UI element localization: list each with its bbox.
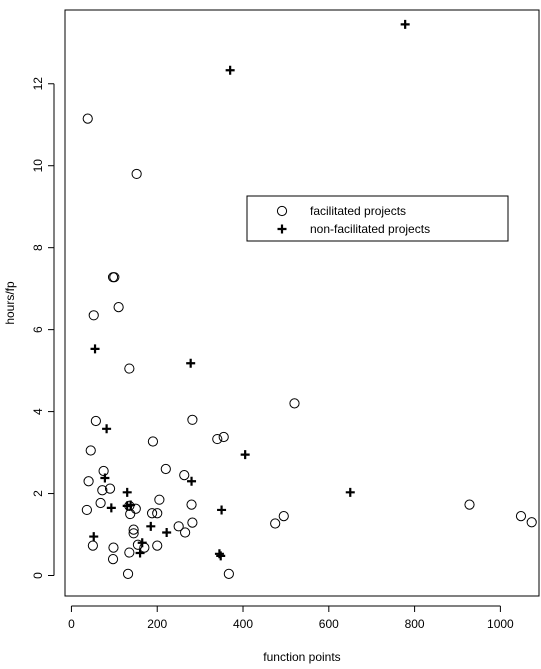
non-facilitated-point xyxy=(100,473,110,483)
non-facilitated-point xyxy=(122,501,132,511)
facilitated-point xyxy=(187,414,198,425)
facilitated-point xyxy=(160,463,171,475)
facilitated-point xyxy=(124,363,135,374)
x-tick-label: 600 xyxy=(319,617,339,631)
non-facilitated-point xyxy=(240,450,250,460)
y-tick-label: 12 xyxy=(31,77,45,91)
facilitated-point xyxy=(107,554,119,565)
legend-label-non-facilitated: non-facilitated projects xyxy=(310,222,430,236)
non-facilitated-point xyxy=(135,548,145,558)
non-facilitated-point xyxy=(162,527,172,537)
facilitated-point xyxy=(147,436,159,447)
x-tick-label: 1000 xyxy=(487,617,514,631)
facilitated-point xyxy=(124,547,135,558)
facilitated-point xyxy=(218,431,229,443)
plot-frame xyxy=(64,9,540,597)
facilitated-point xyxy=(186,499,197,510)
x-tick-label: 200 xyxy=(147,617,167,631)
facilitated-point xyxy=(223,568,234,579)
facilitated-point xyxy=(88,310,99,321)
non-facilitated-point xyxy=(146,521,156,531)
facilitated-point xyxy=(146,508,158,519)
facilitated-point xyxy=(109,272,120,283)
non-facilitated-point xyxy=(214,549,224,559)
x-tick-label: 0 xyxy=(68,617,75,631)
facilitated-point xyxy=(131,168,142,180)
facilitated-point xyxy=(122,568,134,579)
y-tick-label: 2 xyxy=(31,490,45,497)
facilitated-point xyxy=(180,527,191,538)
x-axis: 0 200 400 600 800 1000 xyxy=(68,605,514,631)
non-facilitated-point xyxy=(90,344,100,354)
facilitated-point xyxy=(278,510,289,522)
facilitated-point xyxy=(152,508,163,519)
facilitated-point xyxy=(515,510,527,522)
facilitated-point xyxy=(187,517,198,528)
facilitated-point xyxy=(85,445,96,456)
non-facilitated-point xyxy=(102,424,112,434)
non-facilitated-point xyxy=(122,487,132,497)
legend-box xyxy=(246,195,509,242)
facilitated-point xyxy=(128,528,139,539)
facilitated-point xyxy=(113,301,124,313)
non-facilitated-point xyxy=(186,358,196,368)
non-facilitated-point xyxy=(216,551,226,561)
facilitated-point xyxy=(270,518,281,529)
non-facilitated-point xyxy=(345,487,355,497)
y-axis: 0 2 4 6 8 10 12 xyxy=(31,77,55,579)
y-tick-label: 4 xyxy=(31,408,45,415)
facilitated-point xyxy=(212,433,223,445)
y-tick-label: 6 xyxy=(31,326,45,333)
legend-circle-marker xyxy=(276,205,288,217)
data-points xyxy=(81,19,537,579)
non-facilitated-point xyxy=(89,532,99,542)
x-tick-label: 400 xyxy=(233,617,253,631)
legend-label-facilitated: facilitated projects xyxy=(310,204,406,218)
legend-cross-marker xyxy=(277,224,287,234)
y-tick-label: 8 xyxy=(31,244,45,251)
facilitated-point xyxy=(152,540,163,551)
facilitated-point xyxy=(526,517,537,528)
non-facilitated-point xyxy=(137,538,147,548)
x-axis-label: function points xyxy=(263,650,340,664)
facilitated-point xyxy=(87,540,98,551)
non-facilitated-point xyxy=(217,505,227,515)
non-facilitated-point xyxy=(187,476,197,486)
facilitated-point xyxy=(90,415,101,427)
facilitated-point xyxy=(173,521,184,532)
facilitated-point xyxy=(81,504,92,516)
facilitated-point xyxy=(83,476,94,487)
non-facilitated-point xyxy=(225,65,235,75)
facilitated-point xyxy=(97,485,108,496)
facilitated-point xyxy=(82,113,93,124)
facilitated-point xyxy=(289,398,300,409)
y-axis-label: hours/fp xyxy=(3,281,17,325)
facilitated-point xyxy=(464,499,475,510)
y-tick-label: 0 xyxy=(31,572,45,579)
facilitated-point xyxy=(108,542,119,553)
y-tick-label: 10 xyxy=(31,159,45,173)
facilitated-point xyxy=(98,465,109,477)
facilitated-point xyxy=(104,483,116,494)
non-facilitated-point xyxy=(106,503,116,513)
facilitated-point xyxy=(128,524,139,535)
facilitated-point xyxy=(95,497,106,509)
facilitated-point xyxy=(179,470,190,481)
facilitated-point xyxy=(154,494,165,505)
non-facilitated-point xyxy=(400,19,410,29)
legend: facilitated projects non-facilitated pro… xyxy=(246,195,509,242)
x-tick-label: 800 xyxy=(405,617,425,631)
